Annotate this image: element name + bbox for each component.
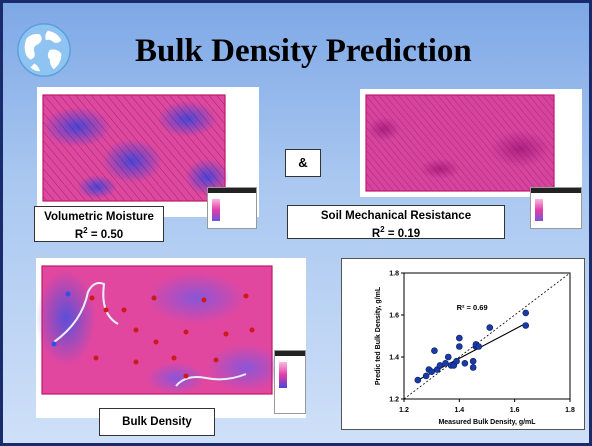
data-point (456, 343, 463, 350)
data-point (431, 347, 438, 354)
y-tick-label: 1.6 (389, 313, 399, 320)
resistance-r2: R2 = 0.19 (371, 225, 421, 240)
data-point (414, 376, 422, 384)
data-point (422, 372, 430, 380)
bulk-map-panel (36, 258, 306, 418)
bulk-map (36, 265, 286, 395)
y-tick-label: 1.2 (389, 397, 399, 404)
y-tick-label: 1.4 (389, 355, 399, 362)
y-tick-label: 1.8 (389, 271, 399, 278)
data-point (444, 353, 452, 361)
moisture-name: Volumetric Moisture (44, 211, 154, 223)
data-point (428, 368, 435, 375)
x-axis-label: Measured Bulk Density, g/mL (438, 419, 536, 426)
data-point (453, 357, 460, 365)
bulk-label: Bulk Density (99, 408, 215, 436)
scatter-chart: 1.2 1.4 1.6 1.8 1.2 1.4 1.6 1.8 Measured Bulk De… (375, 271, 575, 427)
resistance-label: Soil Mechanical Resistance R2 = 0.19 (287, 205, 505, 240)
x-tick-label: 1.6 (510, 407, 520, 414)
moisture-r2: R2 = 0.50 (74, 226, 124, 241)
bulk-legend (274, 350, 306, 414)
moisture-map (42, 94, 229, 202)
data-point (469, 364, 477, 371)
r2-annotation: R² = 0.69 (457, 303, 488, 312)
x-tick-label: 1.8 (565, 407, 575, 414)
x-tick-label: 1.4 (454, 407, 464, 414)
sample-points (89, 293, 255, 379)
moisture-label: Volumetric Moisture R2 = 0.50 (34, 206, 164, 242)
data-point (522, 309, 530, 317)
data-point (469, 357, 477, 365)
y-axis-label: Predic ted Bulk Density, g/mL (375, 286, 382, 385)
resistance-name: Soil Mechanical Resistance (320, 210, 472, 222)
page-title: Bulk Density Prediction (135, 33, 472, 69)
data-point (461, 360, 469, 367)
data-point (522, 322, 530, 329)
globe-icon (17, 23, 71, 77)
resistance-legend (530, 187, 582, 229)
x-tick-label: 1.2 (399, 407, 409, 414)
data-point (436, 362, 444, 369)
resistance-map-panel (360, 89, 582, 229)
resistance-map (365, 94, 555, 192)
data-point (486, 324, 494, 331)
data-point (456, 334, 463, 342)
bulk-name: Bulk Density (122, 416, 192, 428)
ampersand: & (285, 149, 321, 177)
data-point (475, 343, 482, 350)
plot-frame (403, 272, 571, 400)
moisture-legend (207, 187, 257, 229)
identity-line (403, 272, 571, 400)
moisture-map-panel (37, 87, 259, 229)
scatter-chart-panel: 1.2 1.4 1.6 1.8 1.2 1.4 1.6 1.8 Measured Bulk De… (341, 258, 585, 430)
data-point (442, 360, 449, 367)
